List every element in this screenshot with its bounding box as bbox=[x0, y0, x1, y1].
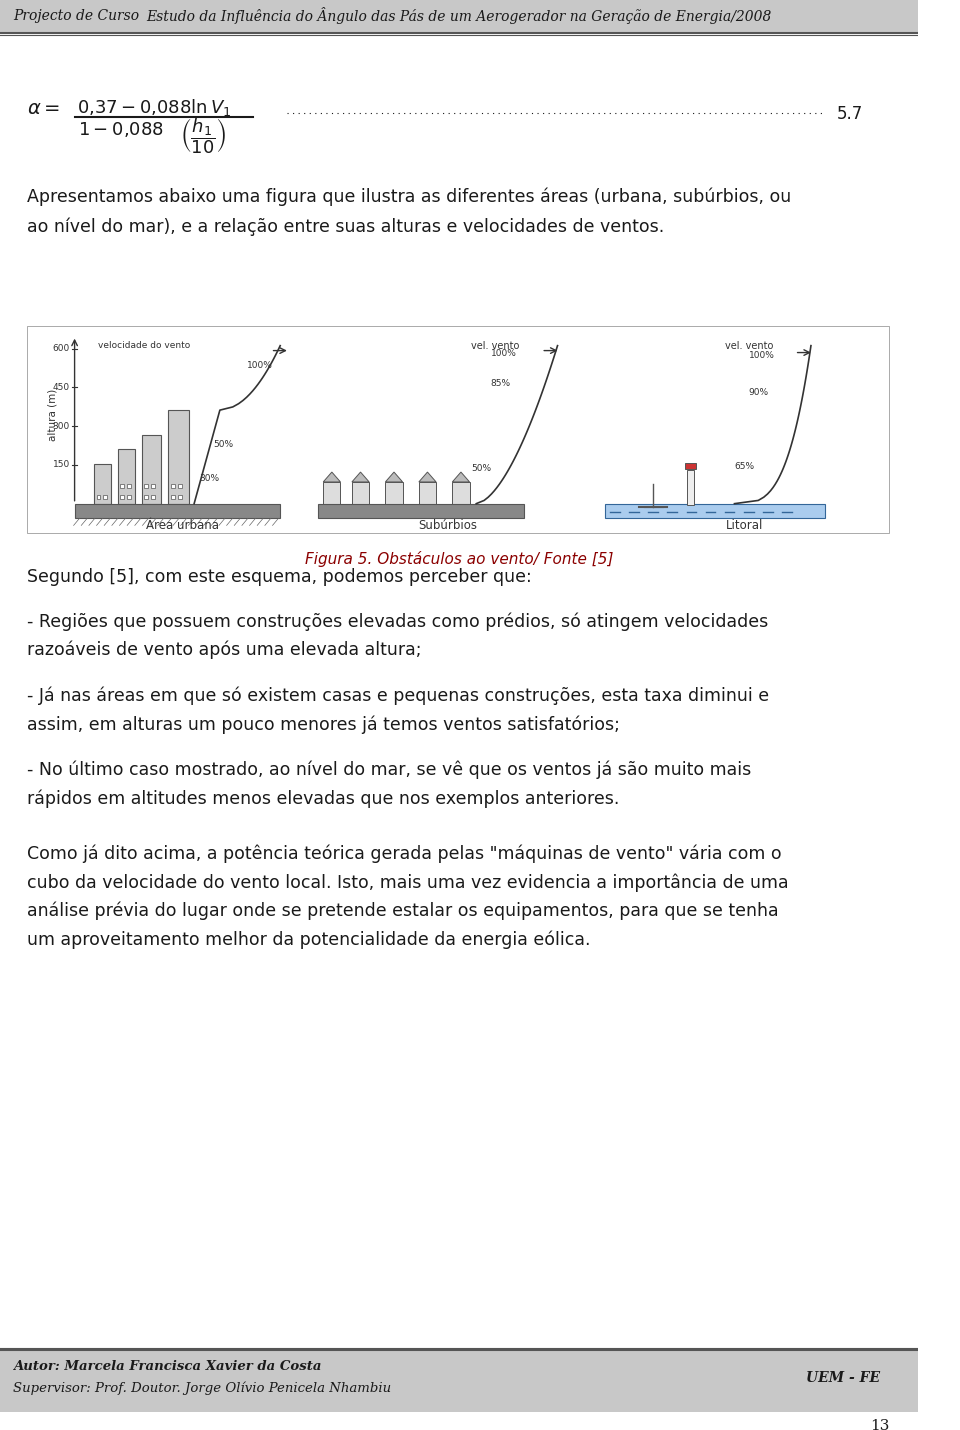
Text: Figura 5. Obstáculos ao vento/ Fonte [5]: Figura 5. Obstáculos ao vento/ Fonte [5] bbox=[304, 551, 613, 568]
Bar bbox=[171, 483, 175, 488]
Bar bbox=[419, 482, 436, 503]
Bar bbox=[94, 465, 111, 503]
Bar bbox=[151, 495, 155, 499]
Text: 30%: 30% bbox=[199, 475, 219, 483]
Text: $\alpha =$: $\alpha =$ bbox=[27, 99, 60, 117]
Text: Supervisor: Prof. Doutor. Jorge Olívio Penicela Nhambiu: Supervisor: Prof. Doutor. Jorge Olívio P… bbox=[13, 1381, 392, 1396]
Bar bbox=[319, 503, 524, 519]
Text: 90%: 90% bbox=[749, 388, 769, 398]
Text: 50%: 50% bbox=[471, 465, 492, 473]
Bar bbox=[606, 503, 826, 519]
Text: vel. vento: vel. vento bbox=[725, 340, 773, 350]
Bar bbox=[27, 326, 889, 533]
Text: Área urbana: Área urbana bbox=[146, 519, 219, 532]
Bar bbox=[75, 503, 280, 519]
Text: UEM - FE: UEM - FE bbox=[805, 1371, 879, 1384]
Bar bbox=[127, 483, 131, 488]
Text: Estudo da Influência do Ângulo das Pás de um Aerogerador na Geração de Energia/2: Estudo da Influência do Ângulo das Pás d… bbox=[146, 7, 772, 24]
Text: 13: 13 bbox=[870, 1419, 890, 1430]
Polygon shape bbox=[324, 472, 341, 482]
Bar bbox=[104, 495, 108, 499]
Text: Subúrbios: Subúrbios bbox=[418, 519, 477, 532]
Text: Como já dito acima, a potência teórica gerada pelas "máquinas de vento" vária co: Como já dito acima, a potência teórica g… bbox=[27, 844, 788, 950]
Text: - Regiões que possuem construções elevadas como prédios, só atingem velocidades
: - Regiões que possuem construções elevad… bbox=[27, 612, 768, 659]
Bar bbox=[141, 435, 160, 503]
Text: vel. vento: vel. vento bbox=[471, 340, 519, 350]
Text: 50%: 50% bbox=[213, 440, 233, 449]
Text: 65%: 65% bbox=[734, 462, 755, 470]
Text: 100%: 100% bbox=[247, 360, 273, 370]
Text: Apresentamos abaixo uma figura que ilustra as diferentes áreas (urbana, subúrbio: Apresentamos abaixo uma figura que ilust… bbox=[27, 187, 791, 236]
Text: 300: 300 bbox=[53, 422, 70, 430]
Bar bbox=[0, 1351, 918, 1413]
Bar bbox=[144, 483, 148, 488]
Bar bbox=[178, 495, 181, 499]
Bar bbox=[178, 483, 181, 488]
Text: velocidade do vento: velocidade do vento bbox=[99, 340, 191, 350]
Text: 5.7: 5.7 bbox=[837, 104, 863, 123]
Bar bbox=[127, 495, 131, 499]
Bar bbox=[168, 410, 189, 503]
Bar bbox=[686, 470, 694, 505]
Bar bbox=[452, 482, 469, 503]
Bar bbox=[144, 495, 148, 499]
Text: - No último caso mostrado, ao nível do mar, se vê que os ventos já são muito mai: - No último caso mostrado, ao nível do m… bbox=[27, 761, 751, 808]
Bar bbox=[352, 482, 370, 503]
Text: 100%: 100% bbox=[749, 350, 775, 360]
Polygon shape bbox=[385, 472, 402, 482]
Polygon shape bbox=[452, 472, 469, 482]
Bar bbox=[324, 482, 341, 503]
Bar bbox=[97, 495, 101, 499]
Text: Autor: Marcela Francisca Xavier da Costa: Autor: Marcela Francisca Xavier da Costa bbox=[13, 1360, 322, 1373]
Polygon shape bbox=[352, 472, 370, 482]
Bar bbox=[151, 483, 155, 488]
Bar bbox=[684, 463, 696, 469]
Text: $0{,}37 - 0{,}088\ln V_1$: $0{,}37 - 0{,}088\ln V_1$ bbox=[77, 97, 230, 117]
Text: altura (m): altura (m) bbox=[48, 389, 58, 440]
Bar bbox=[121, 483, 124, 488]
Text: 150: 150 bbox=[53, 460, 70, 469]
Text: 600: 600 bbox=[53, 345, 70, 353]
Text: 450: 450 bbox=[53, 383, 70, 392]
Text: $1 - 0{,}088$: $1 - 0{,}088$ bbox=[79, 120, 164, 140]
Text: - Já nas áreas em que só existem casas e pequenas construções, esta taxa diminui: - Já nas áreas em que só existem casas e… bbox=[27, 686, 769, 734]
Text: Projecto de Curso: Projecto de Curso bbox=[13, 9, 139, 23]
Bar bbox=[121, 495, 124, 499]
Polygon shape bbox=[419, 472, 436, 482]
Bar bbox=[0, 0, 918, 31]
Bar bbox=[385, 482, 402, 503]
Bar bbox=[171, 495, 175, 499]
Bar bbox=[118, 449, 134, 503]
Text: Litoral: Litoral bbox=[727, 519, 763, 532]
Text: 85%: 85% bbox=[491, 379, 511, 388]
Text: Segundo [5], com este esquema, podemos perceber que:: Segundo [5], com este esquema, podemos p… bbox=[27, 568, 532, 586]
Text: $\left(\dfrac{h_1}{10}\right)$: $\left(\dfrac{h_1}{10}\right)$ bbox=[180, 116, 227, 156]
Text: 100%: 100% bbox=[491, 349, 516, 358]
